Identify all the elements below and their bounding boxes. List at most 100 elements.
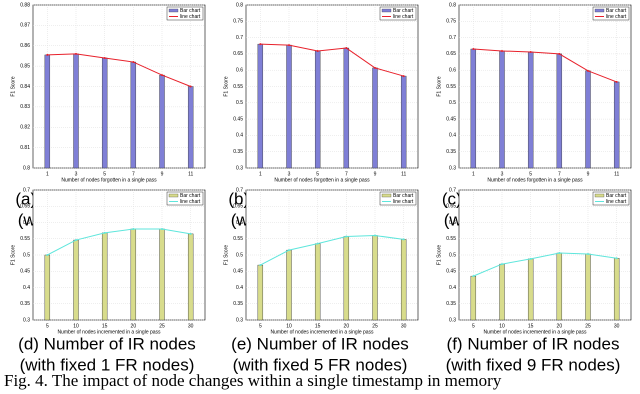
bar	[101, 57, 108, 169]
y-tick-label: 0.3	[236, 165, 243, 171]
x-tick-label: 11	[614, 171, 619, 177]
y-tick-label: 0.45	[446, 116, 456, 122]
bar	[556, 53, 563, 169]
y-tick-label: 0.45	[233, 269, 243, 275]
bar	[73, 239, 79, 321]
line-marker	[46, 53, 49, 56]
y-tick-label: 0.55	[446, 236, 456, 242]
chart-panel: 0.3 0.35 0.4 0.45 0.5 0.55 0.6 0.65 0.7 5 10 15 20 25…	[223, 187, 419, 374]
figure-caption: Fig. 4. The impact of node changes withi…	[4, 371, 502, 390]
bar	[400, 75, 407, 169]
line-marker	[587, 253, 589, 256]
y-tick-label: 0.8	[236, 2, 243, 8]
y-tick-label: 0.6	[449, 68, 456, 74]
y-tick-label: 0.7	[23, 187, 30, 193]
bar	[527, 258, 534, 321]
line-marker	[587, 69, 589, 72]
x-axis-label: Number of nodes forgotten in a single pa…	[274, 177, 370, 183]
legend-label: Bar chart	[393, 193, 414, 199]
line-marker	[345, 47, 348, 50]
line-marker	[103, 56, 106, 59]
x-tick-label: 10	[499, 323, 505, 329]
x-axis-label: Number of nodes incremented in a single …	[270, 329, 374, 335]
y-tick-label: 0.5	[23, 252, 30, 258]
y-tick-label: 0.6	[449, 220, 456, 226]
y-tick-label: 0.84	[20, 84, 30, 90]
bar	[527, 51, 534, 169]
x-tick-label: 9	[587, 171, 590, 177]
line-marker	[316, 49, 319, 52]
x-axis-label: Number of nodes incremented in a single …	[483, 329, 587, 335]
y-tick-label: 0.65	[233, 204, 243, 210]
y-tick-label: 0.88	[20, 2, 30, 8]
bar	[159, 74, 165, 169]
y-tick-label: 0.3	[449, 165, 456, 171]
y-tick-label: 0.7	[449, 187, 456, 193]
x-tick-label: 25	[372, 323, 378, 329]
bar	[314, 243, 321, 321]
bar	[343, 47, 350, 169]
y-tick-label: 0.4	[236, 285, 243, 291]
x-tick-label: 15	[315, 323, 321, 329]
x-tick-label: 1	[46, 171, 49, 177]
line-marker	[259, 264, 262, 267]
y-tick-label: 0.65	[446, 51, 456, 57]
y-tick-label: 0.65	[233, 51, 243, 57]
caption: (with fixed 1 FR nodes)	[20, 355, 195, 374]
y-tick-label: 0.55	[233, 236, 243, 242]
x-axis-label: Number of nodes forgotten in a single pa…	[61, 177, 157, 183]
bar	[73, 53, 79, 169]
y-tick-label: 0.4	[236, 133, 243, 139]
y-tick-label: 0.87	[20, 23, 30, 29]
bar	[314, 50, 321, 169]
line-marker	[501, 263, 503, 266]
x-tick-label: 5	[103, 171, 106, 177]
line-marker	[189, 85, 192, 88]
chart-panel: 0.3 0.35 0.4 0.45 0.5 0.55 0.6 0.65 0.7 5 10 15 20 25…	[10, 187, 206, 374]
line-marker	[288, 249, 290, 252]
legend-swatch	[168, 193, 179, 198]
bar	[343, 236, 350, 321]
line-marker	[615, 257, 618, 260]
legend-label: Bar chart	[606, 8, 627, 14]
line-marker	[558, 52, 561, 55]
x-tick-label: 1	[259, 171, 262, 177]
line-marker	[161, 228, 163, 230]
x-tick-label: 5	[529, 171, 532, 177]
y-tick-label: 0.4	[449, 285, 456, 291]
x-tick-label: 30	[401, 323, 407, 329]
x-axis-label: Number of nodes forgotten in a single pa…	[487, 177, 583, 183]
bar	[187, 233, 194, 321]
y-tick-label: 0.35	[20, 301, 30, 307]
y-tick-label: 0.65	[20, 204, 30, 210]
y-tick-label: 0.35	[446, 149, 456, 155]
x-tick-label: 9	[374, 171, 377, 177]
legend-label: line chart	[180, 199, 201, 205]
line-marker	[472, 48, 475, 51]
x-tick-label: 3	[501, 171, 504, 177]
x-tick-label: 20	[131, 323, 137, 329]
x-tick-label: 7	[345, 171, 348, 177]
legend-swatch	[594, 193, 605, 198]
line-marker	[529, 257, 532, 260]
bar	[613, 81, 620, 169]
bar	[400, 239, 407, 321]
y-tick-label: 0.3	[23, 317, 30, 323]
y-tick-label: 0.55	[446, 84, 456, 90]
bar	[257, 264, 264, 321]
y-tick-label: 0.45	[233, 116, 243, 122]
bar	[159, 228, 165, 321]
y-tick-label: 0.5	[236, 100, 243, 106]
y-tick-label: 0.6	[236, 68, 243, 74]
y-tick-label: 0.81	[20, 145, 30, 151]
y-tick-label: 0.5	[236, 252, 243, 258]
bar	[101, 232, 108, 321]
line-marker	[132, 228, 135, 230]
legend-label: line chart	[393, 14, 414, 20]
caption: (with fixed 9 FR nodes)	[446, 355, 621, 374]
bar	[130, 228, 137, 321]
bar	[372, 235, 378, 321]
line-marker	[259, 43, 262, 46]
line-marker	[132, 61, 135, 64]
